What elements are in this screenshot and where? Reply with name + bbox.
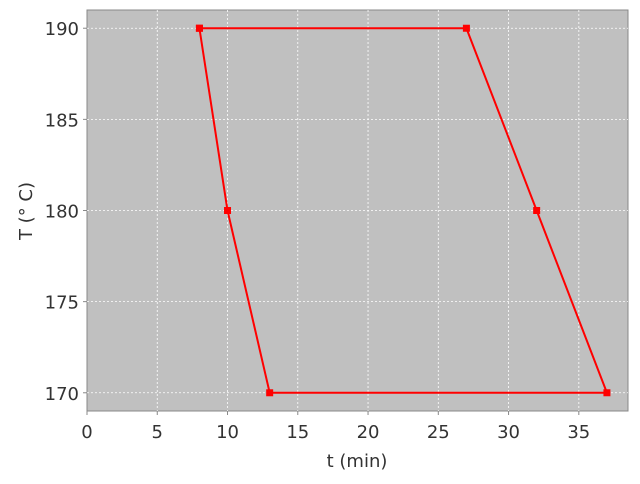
- data-point: [533, 207, 541, 214]
- y-tick-label: 180: [45, 202, 79, 223]
- ticks: 0 5 10 15 20 25 30 35 170 175 180 185 190: [45, 19, 591, 443]
- data-point: [266, 389, 274, 397]
- series: [195, 24, 611, 397]
- y-tick-label: 170: [45, 384, 79, 405]
- data-point: [603, 389, 611, 397]
- x-tick-label: 30: [497, 422, 520, 443]
- x-tick-label: 25: [427, 422, 450, 443]
- x-tick-label: 15: [286, 422, 309, 443]
- x-tick-label: 0: [81, 422, 92, 443]
- data-point: [462, 24, 470, 32]
- x-axis-label: t (min): [327, 451, 388, 472]
- x-tick-label: 10: [216, 422, 239, 443]
- y-tick-label: 175: [45, 293, 79, 314]
- x-tick-label: 20: [357, 422, 380, 443]
- y-tick-label: 185: [45, 110, 79, 131]
- x-tick-label: 35: [567, 422, 590, 443]
- data-point: [195, 24, 203, 32]
- y-axis-label: T (° C): [16, 182, 37, 241]
- x-tick-label: 5: [152, 422, 163, 443]
- data-point: [224, 207, 232, 214]
- y-tick-label: 190: [45, 19, 79, 40]
